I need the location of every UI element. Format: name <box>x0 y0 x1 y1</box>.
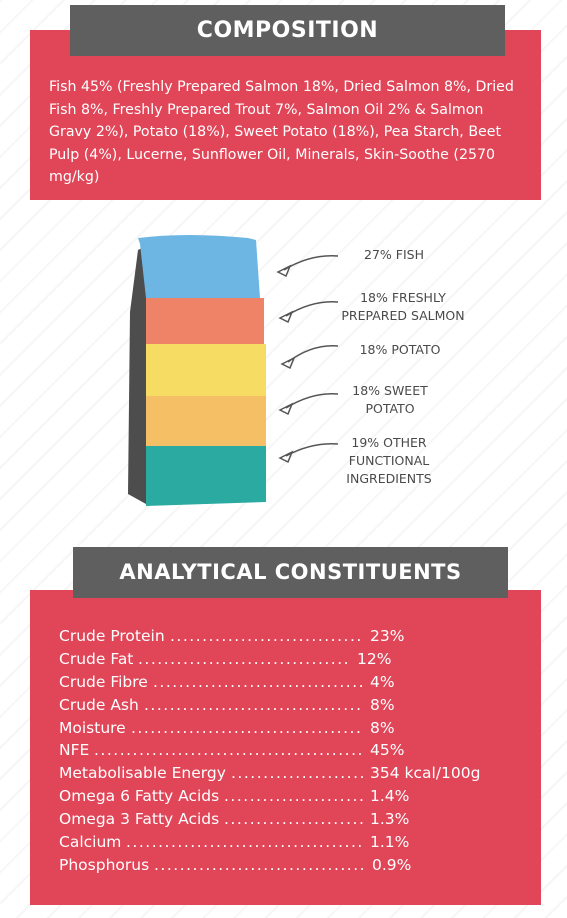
dot-leader: ........................................… <box>153 672 364 691</box>
label-sweet-potato: 18% SWEET POTATO <box>352 383 428 416</box>
analytical-heading: ANALYTICAL CONSTITUENTS <box>73 547 508 598</box>
dot-leader: ........................................… <box>138 649 351 668</box>
label-freshly-prepared-salmon: 18% FRESHLY PREPARED SALMON <box>341 290 465 323</box>
constituent-name: Moisture <box>59 718 126 737</box>
dot-leader: ........................................… <box>126 833 364 852</box>
analytical-row: Calcium.................................… <box>59 831 529 854</box>
dot-leader: ........................................… <box>170 627 364 645</box>
arrow-icon <box>287 345 339 363</box>
constituent-name: Crude Fibre <box>59 672 148 691</box>
constituent-value: 0.9% <box>372 855 412 874</box>
constituent-value: 8% <box>370 718 395 737</box>
constituent-value: 8% <box>370 695 395 714</box>
bag-side-panel <box>128 246 146 504</box>
analytical-row: Crude Protein...........................… <box>59 625 529 648</box>
dot-leader: ........................................… <box>131 718 364 737</box>
analytical-row: Phosphorus..............................… <box>59 854 529 877</box>
composition-panel <box>30 30 541 200</box>
dot-leader: ........................................… <box>154 855 366 874</box>
constituent-name: Calcium <box>59 833 122 852</box>
analytical-row: Omega 3 Fatty Acids.....................… <box>59 808 529 831</box>
constituent-value: 354 kcal/100g <box>370 764 481 783</box>
arrows-group <box>276 255 339 464</box>
constituent-value: 1.1% <box>370 833 410 852</box>
analytical-row: Crude Fat...............................… <box>59 648 529 671</box>
constituent-value: 23% <box>370 627 405 645</box>
analytical-row: NFE.....................................… <box>59 739 529 762</box>
bag-layer-other <box>146 446 266 506</box>
analytical-list: Crude Protein...........................… <box>59 625 529 877</box>
arrow-icon <box>278 402 294 416</box>
arrow-icon <box>280 356 296 370</box>
arrow-icon <box>278 310 294 324</box>
analytical-row: Moisture................................… <box>59 717 529 740</box>
constituent-value: 1.3% <box>370 810 410 829</box>
arrow-icon <box>283 255 339 271</box>
constituent-name: Crude Fat <box>59 649 134 668</box>
constituent-name: Omega 3 Fatty Acids <box>59 810 220 829</box>
analytical-row: Omega 6 Fatty Acids.....................… <box>59 785 529 808</box>
dot-leader: ........................................… <box>144 695 364 714</box>
constituent-name: Phosphorus <box>59 855 150 874</box>
composition-heading: COMPOSITION <box>70 5 505 56</box>
arrow-icon <box>278 450 294 464</box>
constituent-value: 4% <box>370 672 395 691</box>
constituent-name: Metabolisable Energy <box>59 764 226 783</box>
constituent-name: NFE <box>59 741 90 760</box>
arrow-icon <box>276 264 292 278</box>
composition-text: Fish 45% (Freshly Prepared Salmon 18%, D… <box>49 79 514 185</box>
bag-layer-potato <box>146 344 266 396</box>
constituent-name: Crude Protein <box>59 627 165 645</box>
label-potato: 18% POTATO <box>359 342 441 357</box>
dot-leader: ........................................… <box>224 810 364 829</box>
food-bag-illustration <box>128 235 266 506</box>
label-other-functional-ingredients: 19% OTHER FUNCTIONAL INGREDIENTS <box>346 435 432 486</box>
constituent-value: 1.4% <box>370 787 410 806</box>
constituent-value: 45% <box>370 741 405 760</box>
dot-leader: ........................................… <box>224 787 364 806</box>
label-fish: 27% FISH <box>364 247 424 262</box>
bag-layer-sweet-potato <box>146 396 266 446</box>
dot-leader: ........................................… <box>94 741 364 760</box>
dot-leader: ........................................… <box>231 764 364 783</box>
arrow-icon <box>285 393 339 409</box>
constituent-value: 12% <box>357 649 392 668</box>
bag-layer-fish <box>138 235 260 298</box>
analytical-panel <box>30 590 541 905</box>
arrow-icon <box>285 443 339 457</box>
constituent-name: Crude Ash <box>59 695 139 714</box>
analytical-row: Crude Fibre.............................… <box>59 671 529 694</box>
analytical-row: Metabolisable Energy....................… <box>59 762 529 785</box>
analytical-row: Crude Ash...............................… <box>59 694 529 717</box>
constituent-name: Omega 6 Fatty Acids <box>59 787 220 806</box>
bag-layer-freshly-prepared-salmon <box>146 298 264 344</box>
